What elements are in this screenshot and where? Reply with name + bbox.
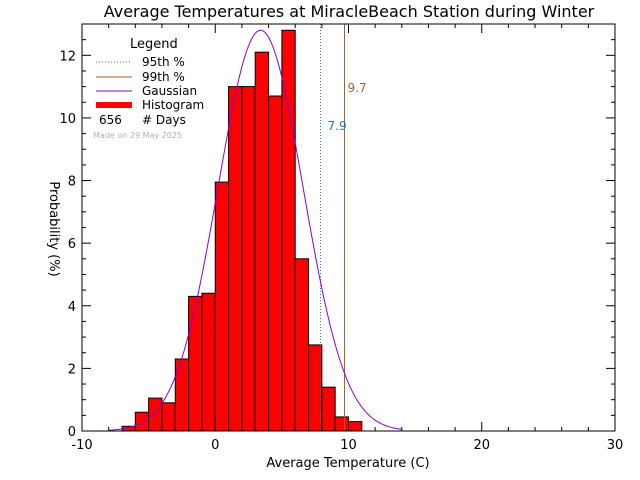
histogram-bar: [214, 181, 230, 432]
percentile-99-label: 9.7: [348, 81, 367, 95]
histogram-bar: [174, 358, 190, 432]
y-axis-label: Probability (%): [46, 181, 61, 276]
y-tick-label: 10: [59, 112, 76, 127]
histogram-bar: [268, 95, 283, 432]
percentile-labels: 7.9 9.7: [328, 81, 367, 133]
y-tick-label: 0: [68, 425, 76, 440]
legend-title: Legend: [130, 37, 178, 52]
legend-label-99th: 99th %: [142, 70, 185, 84]
legend-days-count: 656: [99, 113, 122, 127]
histogram-bar: [201, 292, 216, 432]
histogram-bar: [308, 344, 323, 432]
histogram-bar: [188, 295, 203, 432]
percentile-lines: [320, 24, 346, 431]
x-tick-label: 30: [607, 438, 624, 453]
histogram-bar: [161, 402, 176, 432]
histogram-bar: [254, 51, 270, 432]
histogram-bar: [148, 397, 163, 432]
legend-label-gaussian: Gaussian: [142, 84, 197, 98]
x-axis-label: Average Temperature (C): [266, 456, 429, 471]
histogram-bar: [294, 258, 310, 432]
y-tick-label: 6: [68, 237, 76, 252]
x-tick-label: 10: [340, 438, 357, 453]
legend-label-histogram: Histogram: [142, 98, 204, 112]
histogram-bar: [228, 86, 243, 432]
y-tick-label: 8: [68, 175, 76, 190]
histogram-bar: [321, 386, 336, 432]
chart-title: Average Temperatures at MiracleBeach Sta…: [104, 2, 595, 21]
percentile-95-label: 7.9: [328, 119, 347, 133]
x-tick-label: 20: [473, 438, 490, 453]
legend-days-label: # Days: [142, 113, 186, 127]
histogram-bar: [281, 29, 296, 432]
histogram-bar: [348, 421, 363, 432]
x-tick-label: -10: [71, 438, 92, 453]
histogram-bar: [241, 86, 256, 432]
y-tick-label: 2: [68, 362, 76, 377]
x-tick-label: 0: [211, 438, 219, 453]
made-on-note: Made on 29 May 2025: [93, 131, 182, 140]
y-tick-label: 12: [59, 49, 76, 64]
y-tick-label: 4: [68, 300, 76, 315]
histogram-bar: [334, 416, 349, 432]
histogram-bar: [134, 411, 150, 432]
legend: Legend 95th % 99th % Gaussian Histogram …: [93, 37, 204, 140]
histogram-bars: [121, 29, 363, 432]
legend-label-95th: 95th %: [142, 55, 185, 69]
gaussian-curve: [108, 29, 402, 431]
